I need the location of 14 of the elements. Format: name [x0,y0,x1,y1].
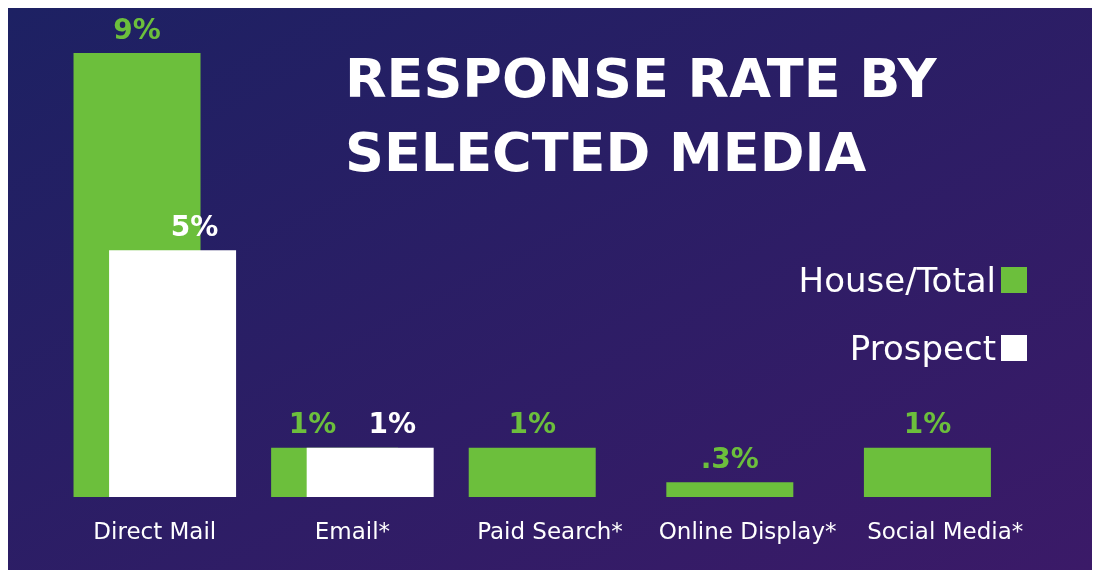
data-label: 1% [368,407,416,441]
data-label: .3% [700,441,759,475]
data-label: 1% [903,407,952,441]
data-label: 1% [508,407,556,441]
data-label: 9% [113,12,161,46]
x-tick-label: Social Media* [867,517,1024,544]
data-label: 1% [288,407,337,441]
x-tick-label: Online Display* [658,517,837,544]
text: RESPONSE RATE BY SELECTED MEDIA [345,46,956,184]
legend-label: Prospect [849,328,996,368]
x-tick-label: Paid Search* [477,517,623,544]
x-tick-label: Email* [314,517,391,544]
legend-label: House/Total [798,260,996,300]
x-tick-label: Direct Mail [93,517,217,544]
